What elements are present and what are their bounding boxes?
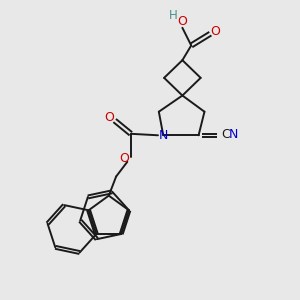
Text: N: N xyxy=(229,128,239,141)
Text: O: O xyxy=(119,152,129,165)
Text: N: N xyxy=(159,129,168,142)
Text: H: H xyxy=(169,9,177,22)
Text: C: C xyxy=(222,128,230,141)
Text: O: O xyxy=(211,25,220,38)
Text: O: O xyxy=(104,110,114,124)
Text: O: O xyxy=(177,15,187,28)
